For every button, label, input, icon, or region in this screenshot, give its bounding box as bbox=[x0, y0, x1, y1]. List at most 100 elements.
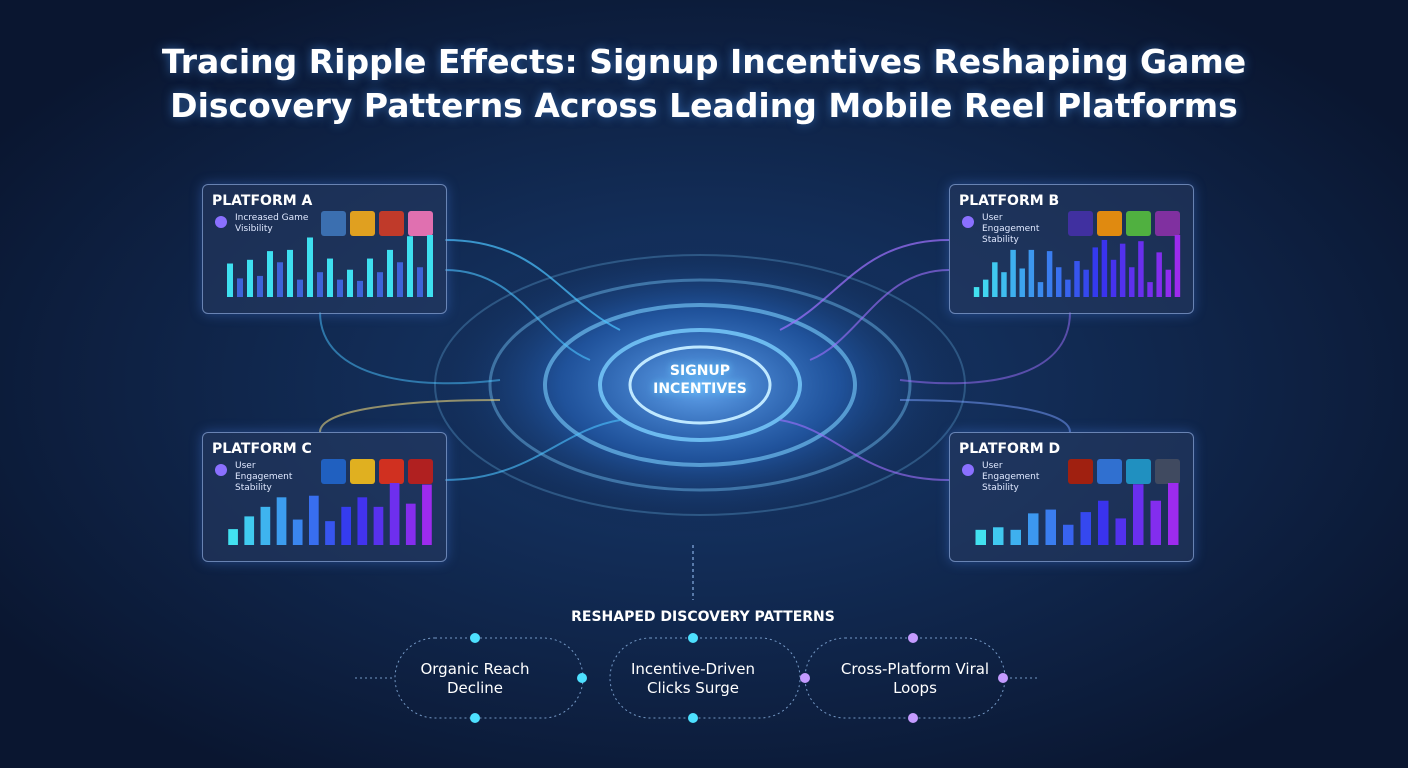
thumbnail bbox=[1155, 211, 1180, 236]
bar bbox=[1037, 282, 1044, 297]
bar bbox=[347, 269, 353, 297]
bar bbox=[1147, 282, 1153, 297]
bar bbox=[1092, 247, 1098, 297]
bar bbox=[397, 262, 403, 297]
bar bbox=[1110, 259, 1117, 297]
bar bbox=[1080, 512, 1091, 545]
bar bbox=[1138, 241, 1144, 297]
title: Tracing Ripple Effects: Signup Incentive… bbox=[161, 42, 1247, 125]
bar bbox=[309, 495, 319, 545]
bar bbox=[387, 249, 393, 297]
thumbnail bbox=[1126, 459, 1151, 484]
bar bbox=[357, 497, 368, 545]
bar bbox=[337, 279, 343, 297]
outcome-dots bbox=[470, 633, 1008, 723]
platform-subtitle: User Engagement Stability bbox=[982, 461, 1040, 493]
connectors bbox=[319, 239, 1071, 481]
thumbnail bbox=[1097, 459, 1122, 484]
bar bbox=[1156, 252, 1162, 297]
bar bbox=[1119, 243, 1126, 297]
bar bbox=[237, 278, 243, 297]
bar bbox=[427, 235, 433, 297]
bar bbox=[292, 519, 303, 545]
ripples bbox=[434, 254, 966, 516]
bar bbox=[373, 506, 384, 545]
bar bbox=[247, 259, 253, 297]
bar bbox=[1133, 484, 1144, 545]
bar bbox=[1063, 524, 1074, 545]
bar bbox=[982, 279, 989, 297]
thumbnail bbox=[379, 459, 404, 484]
bar bbox=[307, 237, 313, 297]
thumbnail bbox=[408, 459, 433, 484]
bar bbox=[1168, 483, 1179, 545]
platform-name: PLATFORM B bbox=[959, 193, 1060, 209]
bar bbox=[1165, 269, 1172, 297]
bar bbox=[1019, 268, 1025, 297]
bar bbox=[1001, 272, 1007, 297]
thumbnail bbox=[1097, 211, 1122, 236]
icon bbox=[215, 464, 227, 476]
bar bbox=[973, 287, 980, 297]
bar bbox=[993, 527, 1004, 545]
bar bbox=[1028, 513, 1039, 545]
bar bbox=[1150, 500, 1161, 545]
bar bbox=[1074, 261, 1080, 297]
bar bbox=[1010, 529, 1021, 545]
bar bbox=[389, 483, 400, 545]
bar bbox=[1028, 249, 1035, 297]
bar bbox=[407, 236, 413, 297]
mini-chart bbox=[962, 459, 1180, 545]
bar bbox=[975, 529, 986, 545]
bar bbox=[367, 258, 373, 297]
bar bbox=[228, 529, 238, 545]
bar bbox=[1010, 249, 1016, 297]
bar bbox=[257, 275, 263, 297]
thumbnail bbox=[408, 211, 433, 236]
platform-panel: PLATFORM D User Engagement Stability bbox=[949, 432, 1194, 562]
bar bbox=[1129, 267, 1135, 297]
bar bbox=[422, 484, 432, 545]
bar bbox=[1045, 509, 1056, 545]
bar bbox=[1083, 269, 1089, 297]
thumbnail bbox=[1068, 211, 1093, 236]
icon bbox=[215, 216, 227, 228]
bar bbox=[377, 272, 383, 297]
bar bbox=[357, 280, 363, 297]
thumbnail bbox=[1068, 459, 1093, 484]
thumbnail bbox=[350, 459, 375, 484]
bar bbox=[1115, 518, 1126, 545]
platform-name: PLATFORM D bbox=[959, 441, 1061, 457]
bar bbox=[260, 506, 271, 545]
bar bbox=[276, 497, 287, 545]
bar bbox=[297, 279, 303, 297]
bar bbox=[341, 506, 351, 545]
outcome: Cross-Platform Viral Loops bbox=[840, 660, 990, 697]
outcome: Organic Reach Decline bbox=[420, 660, 530, 697]
bar bbox=[277, 262, 283, 297]
platform-subtitle: User Engagement Stability bbox=[982, 213, 1040, 245]
thumbnail bbox=[1126, 211, 1151, 236]
mini-chart bbox=[962, 211, 1181, 297]
bar bbox=[267, 251, 273, 297]
outcomes-heading: RESHAPED DISCOVERY PATTERNS bbox=[571, 609, 835, 625]
bar bbox=[1056, 267, 1062, 297]
platform-panel: PLATFORM A Increased Game Visibility bbox=[202, 184, 447, 314]
mini-chart bbox=[215, 211, 433, 297]
bar bbox=[244, 516, 255, 545]
icon bbox=[962, 216, 974, 228]
bar bbox=[1046, 251, 1053, 297]
glow bbox=[420, 235, 980, 535]
bar bbox=[327, 258, 333, 297]
bar bbox=[1101, 239, 1108, 297]
bar bbox=[992, 262, 998, 297]
thumbnail bbox=[321, 211, 346, 236]
platform-subtitle: Increased Game Visibility bbox=[235, 213, 309, 234]
icon bbox=[962, 464, 974, 476]
bar bbox=[417, 267, 423, 297]
thumbnail bbox=[350, 211, 375, 236]
platform-subtitle: User Engagement Stability bbox=[235, 461, 293, 493]
bar bbox=[325, 521, 335, 545]
